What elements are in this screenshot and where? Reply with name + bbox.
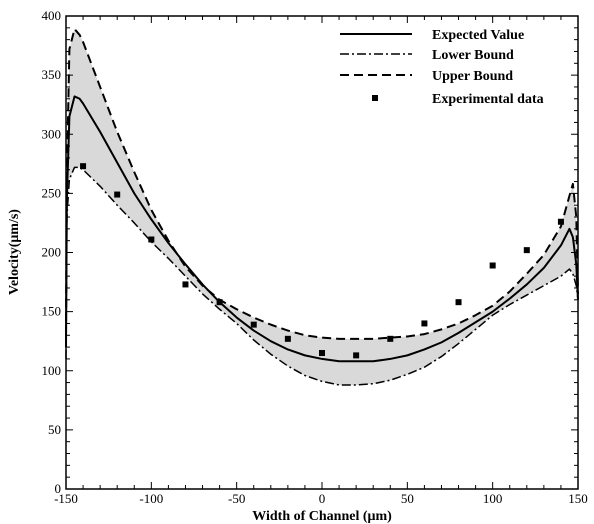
x-tick-label: 50	[401, 491, 414, 506]
experimental-point	[319, 350, 325, 357]
y-tick-label: 200	[42, 245, 62, 260]
legend-expected-label: Expected Value	[432, 28, 524, 43]
legend-upper-label: Upper Bound	[432, 69, 513, 84]
y-tick-label: 150	[42, 304, 62, 319]
y-tick-label: 400	[42, 8, 62, 23]
series-line-upper-bound	[65, 28, 579, 340]
experimental-point	[455, 299, 462, 306]
x-tick-label: -100	[139, 491, 163, 506]
y-tick-label: 100	[42, 363, 62, 378]
experimental-point	[284, 335, 291, 342]
experimental-point	[114, 191, 121, 198]
experimental-point	[353, 352, 360, 359]
experimental-point	[182, 281, 189, 288]
series-line-expected-value	[65, 95, 579, 363]
experimental-point	[387, 335, 394, 342]
x-tick-label: 150	[568, 491, 588, 506]
experimental-point	[148, 236, 155, 243]
experimental-point	[216, 299, 223, 306]
y-tick-label: 250	[42, 185, 62, 200]
experimental-point	[80, 163, 87, 170]
experimental-point	[250, 321, 257, 328]
x-axis-label: Width of Channel (μm)	[252, 509, 392, 524]
x-tick-label: 0	[319, 491, 326, 506]
series-line-lower-bound	[65, 166, 579, 386]
experimental-point	[523, 247, 530, 254]
experimental-point	[421, 320, 428, 327]
legend-experimental-marker	[372, 95, 378, 101]
x-tick-label: -50	[228, 491, 245, 506]
legend-lower-label: Lower Bound	[432, 48, 514, 63]
y-tick-label: 0	[55, 481, 62, 496]
experimental-point	[489, 262, 496, 269]
legend-experimental-label: Experimental data	[432, 92, 544, 107]
legend: Expected Value Lower Bound Upper Bound E…	[340, 28, 544, 107]
y-tick-label: 300	[42, 126, 62, 141]
experimental-point	[557, 218, 564, 225]
x-tick-label: 100	[483, 491, 503, 506]
x-tick-label: -150	[54, 491, 78, 506]
y-tick-label: 50	[48, 422, 61, 437]
y-tick-label: 350	[42, 67, 62, 82]
y-axis-label: Velocity(μm/s)	[7, 209, 22, 295]
